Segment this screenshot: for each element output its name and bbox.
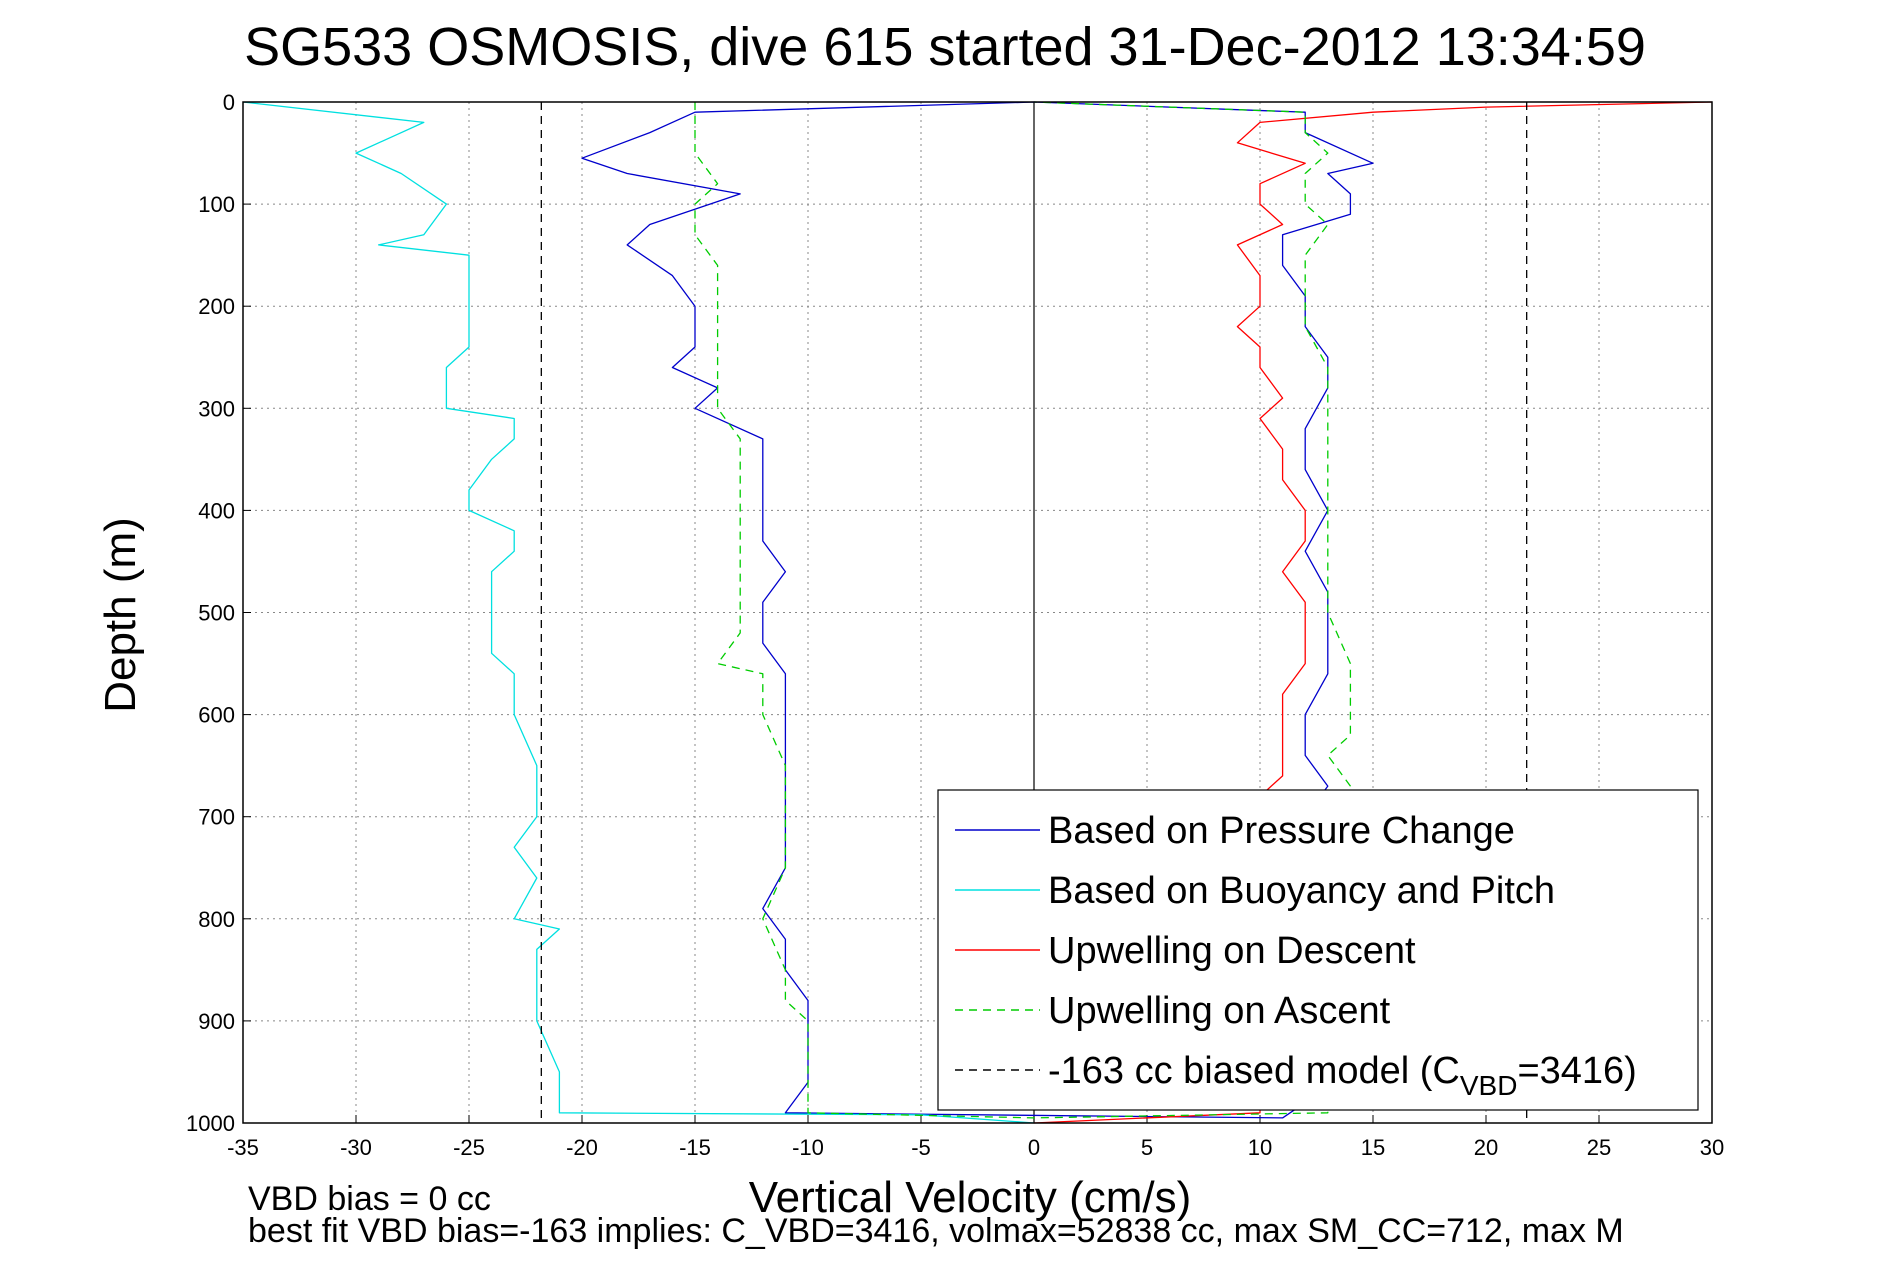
footer-line-1: VBD bias = 0 cc: [248, 1180, 491, 1218]
chart-title: SG533 OSMOSIS, dive 615 started 31-Dec-2…: [244, 17, 1646, 77]
y-tick-label: 600: [198, 703, 235, 728]
x-axis-label: Vertical Velocity (cm/s): [749, 1173, 1192, 1222]
y-tick-label: 1000: [186, 1111, 235, 1136]
x-tick-label: -30: [340, 1135, 372, 1160]
series-upwelling-on-ascent: [694, 101, 1352, 1119]
x-tick-label: -15: [679, 1135, 711, 1160]
series-based-on-buoyancy-and-pitch: [242, 101, 1035, 1124]
y-tick-label: 700: [198, 805, 235, 830]
y-tick-label: 0: [223, 90, 235, 115]
axes-frame: [242, 101, 1713, 1124]
y-tick-labels: 0 100 200 300 400 500 600 700 800 900 1000: [186, 90, 235, 1136]
legend-label: Upwelling on Descent: [1048, 930, 1416, 972]
x-tick-label: -10: [792, 1135, 824, 1160]
y-tick-label: 400: [198, 498, 235, 523]
y-tick-label: 500: [198, 601, 235, 626]
x-tick-label: 10: [1248, 1135, 1272, 1160]
x-tick-label: -20: [566, 1135, 598, 1160]
legend-label: Upwelling on Ascent: [1048, 990, 1391, 1032]
legend-label: -163 cc biased model (CVBD=3416): [1048, 1050, 1637, 1101]
x-tick-label: 25: [1587, 1135, 1611, 1160]
x-tick-label: 0: [1028, 1135, 1040, 1160]
x-tick-labels: -35 -30 -25 -20 -15 -10 -5 0 5 10 15 20 25 30: [227, 1135, 1724, 1160]
y-axis-label: Depth (m): [96, 517, 145, 713]
x-tick-label: -35: [227, 1135, 259, 1160]
y-tick-label: 800: [198, 907, 235, 932]
legend-label: Based on Buoyancy and Pitch: [1048, 870, 1555, 912]
x-tick-label: 15: [1361, 1135, 1385, 1160]
y-tick-label: 300: [198, 396, 235, 421]
series-upwelling-on-descent: [1033, 101, 1713, 1124]
x-tick-label: 20: [1474, 1135, 1498, 1160]
x-tick-label: 30: [1700, 1135, 1724, 1160]
legend: Based on Pressure Change Based on Buoyanc…: [937, 789, 1699, 1111]
y-tick-label: 100: [198, 192, 235, 217]
x-tick-label: -5: [911, 1135, 931, 1160]
plot-area: [242, 101, 1713, 1124]
y-tick-label: 200: [198, 294, 235, 319]
x-tick-label: -25: [453, 1135, 485, 1160]
x-tick-label: 5: [1141, 1135, 1153, 1160]
legend-label: Based on Pressure Change: [1048, 810, 1515, 852]
legend-box: [937, 789, 1699, 1111]
y-tick-label: 900: [198, 1009, 235, 1034]
footer-line-2: best fit VBD bias=-163 implies: C_VBD=34…: [248, 1212, 1624, 1250]
